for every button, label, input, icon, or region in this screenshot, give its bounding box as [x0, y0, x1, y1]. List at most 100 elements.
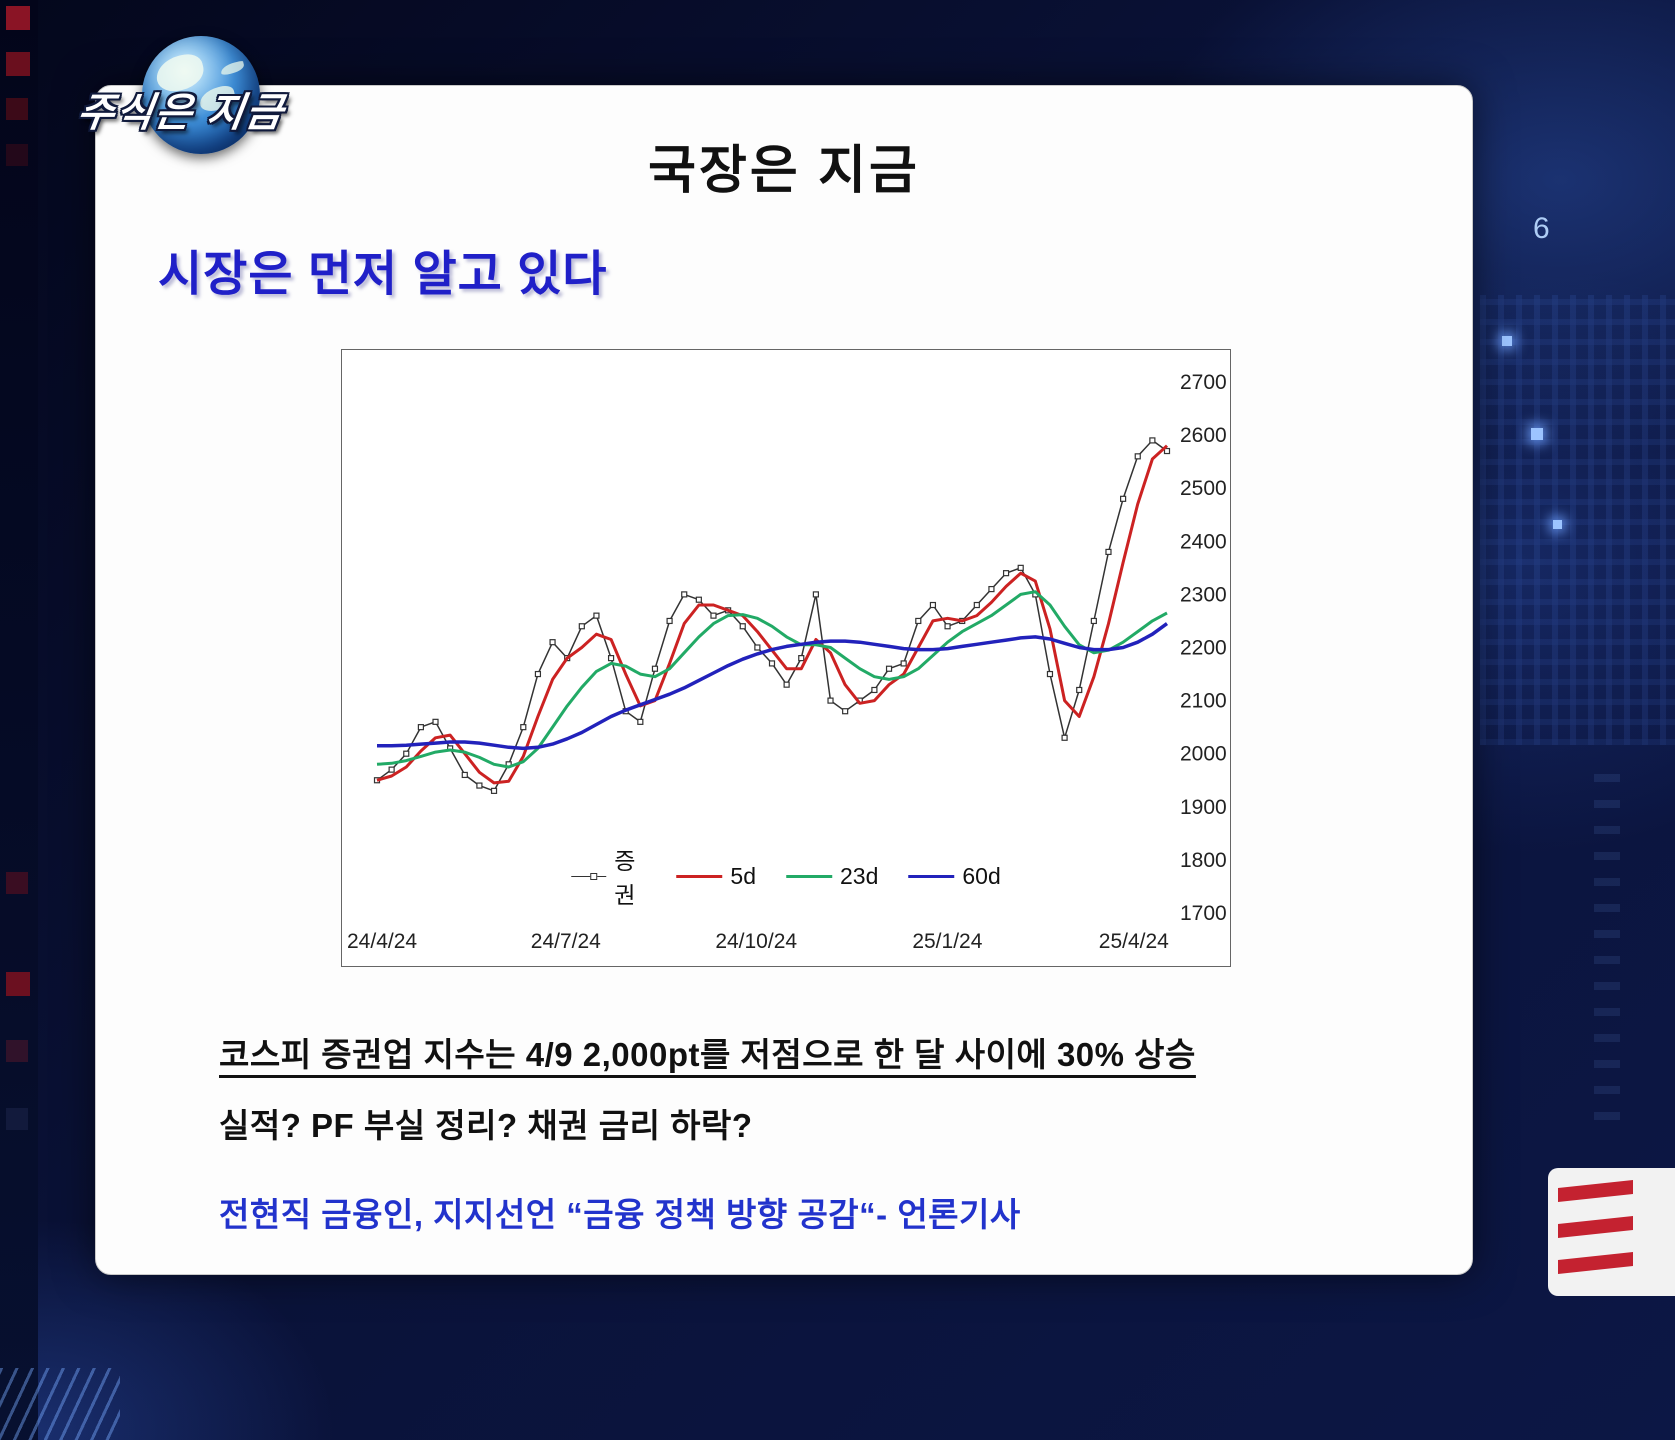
y-axis-tick: 2700	[1180, 371, 1227, 394]
data-point-marker	[1134, 453, 1141, 460]
show-logo-text: 주식은 지금	[74, 91, 288, 135]
red-stripe	[1558, 1252, 1633, 1274]
slide-subtitle: 시장은 먼저 알고 있다	[158, 248, 608, 301]
decor-square	[6, 1108, 28, 1130]
decor-square	[6, 972, 30, 996]
data-point-marker	[432, 718, 439, 725]
data-point-marker	[476, 782, 483, 789]
legend-item-60d: 60d	[908, 862, 1001, 890]
data-point-marker	[915, 617, 922, 625]
data-point-marker	[578, 623, 585, 630]
y-axis-tick: 2000	[1180, 743, 1227, 766]
data-point-marker	[798, 655, 805, 662]
data-point-marker	[695, 596, 702, 603]
data-point-marker	[1046, 670, 1054, 678]
data-point-marker	[1120, 495, 1127, 502]
data-point-marker	[637, 718, 644, 725]
note-questions: 실적? PF 부실 정리? 채권 금리 하락?	[219, 1107, 753, 1144]
data-point-marker	[651, 665, 659, 672]
data-point-marker	[827, 697, 834, 704]
decor-square	[6, 1040, 28, 1062]
data-point-marker	[739, 623, 746, 630]
decor-square	[6, 144, 28, 166]
decor-square	[6, 52, 30, 76]
data-point-marker	[461, 771, 468, 779]
light-streaks	[0, 1368, 120, 1440]
x-axis-tick: 25/4/24	[1099, 930, 1169, 953]
y-axis-tick: 2300	[1180, 583, 1227, 606]
legend-item-23d: 23d	[786, 863, 878, 890]
legend-square-marker	[590, 872, 598, 880]
legend-label: 23d	[840, 862, 879, 889]
legend-swatch	[786, 874, 833, 878]
data-point-marker	[681, 591, 688, 598]
legend-swatch	[908, 874, 955, 878]
corner-number: 6	[1533, 212, 1550, 245]
securities-index-chart: 1700 1800 1900 2000 2100 2200 2300 2400 2500 2600…	[341, 349, 1231, 967]
data-point-marker	[549, 639, 556, 646]
slide-title: 국장은 지금	[648, 142, 920, 200]
y-axis-tick: 2600	[1180, 424, 1227, 447]
data-point-marker	[783, 681, 790, 688]
data-point-marker	[1163, 447, 1171, 455]
legend-item-증권: 증권	[571, 842, 646, 910]
data-point-marker	[403, 750, 410, 757]
data-point-marker	[1017, 564, 1024, 571]
data-point-marker	[768, 660, 776, 667]
note-press-article: 전현직 금융인, 지지선언 “금융 정책 방향 공감“- 언론기사	[219, 1196, 1021, 1233]
glow-dot	[1553, 520, 1562, 529]
x-axis-tick: 24/7/24	[531, 930, 601, 953]
glow-dot	[1531, 428, 1543, 440]
data-point-marker	[929, 601, 937, 609]
decor-square	[6, 6, 30, 30]
glow-dot	[1502, 336, 1512, 346]
show-logo: 주식은 지금	[60, 28, 360, 178]
data-point-marker	[1002, 570, 1010, 577]
data-point-marker	[490, 787, 498, 794]
y-axis-tick: 2500	[1180, 477, 1227, 500]
x-axis-tick: 24/4/24	[347, 930, 417, 953]
red-stripe	[1558, 1216, 1633, 1238]
legend-label: 5d	[730, 862, 757, 889]
globe-icon	[142, 36, 260, 154]
legend-item-5d: 5d	[676, 863, 756, 890]
x-axis-tick: 24/10/24	[715, 930, 797, 953]
chart-canvas: 1700 1800 1900 2000 2100 2200 2300 2400 2500 2600…	[347, 371, 1227, 953]
series-line-5d	[376, 444, 1169, 785]
data-point-marker	[710, 612, 717, 619]
red-stripe	[1558, 1180, 1633, 1202]
digital-pattern-column	[1594, 760, 1620, 1120]
data-point-marker	[1090, 617, 1097, 625]
note-kospi-rise: 코스피 증권업 지수는 4/9 2,000pt를 저점으로 한 달 사이에 30…	[219, 1036, 1196, 1073]
legend-swatch	[571, 872, 607, 880]
y-axis-tick: 2200	[1180, 637, 1227, 660]
data-point-marker	[1105, 548, 1112, 556]
y-axis-tick: 2100	[1180, 690, 1227, 713]
data-point-marker	[871, 686, 878, 694]
data-point-marker	[812, 591, 819, 598]
data-point-marker	[1076, 686, 1083, 694]
y-axis-tick: 1900	[1180, 796, 1227, 819]
left-edge-strip	[0, 0, 38, 1440]
x-axis-tick: 25/1/24	[912, 930, 982, 953]
data-point-marker	[607, 655, 615, 662]
y-axis-tick: 2400	[1180, 530, 1227, 553]
data-point-marker	[944, 623, 951, 630]
decor-square	[6, 872, 28, 894]
corner-graphic	[1548, 1168, 1675, 1296]
data-point-marker	[417, 724, 424, 731]
series-line-60d	[377, 622, 1169, 751]
data-point-marker	[1061, 734, 1068, 741]
legend-label: 60d	[962, 862, 1001, 889]
y-axis-tick: 1700	[1180, 902, 1227, 925]
chart-legend: 증권 5d 23d 60d	[561, 838, 1011, 914]
series-line-23d	[376, 590, 1168, 769]
legend-label: 증권	[614, 848, 636, 908]
data-point-marker	[593, 612, 600, 619]
series-line-증권	[376, 439, 1168, 792]
data-point-marker	[885, 665, 893, 672]
data-point-marker	[534, 670, 542, 678]
slide-card: 국장은 지금 시장은 먼저 알고 있다 1700 1800 1900 2000 2100…	[95, 85, 1473, 1275]
data-point-marker	[754, 644, 761, 651]
y-axis-tick: 1800	[1180, 849, 1227, 872]
